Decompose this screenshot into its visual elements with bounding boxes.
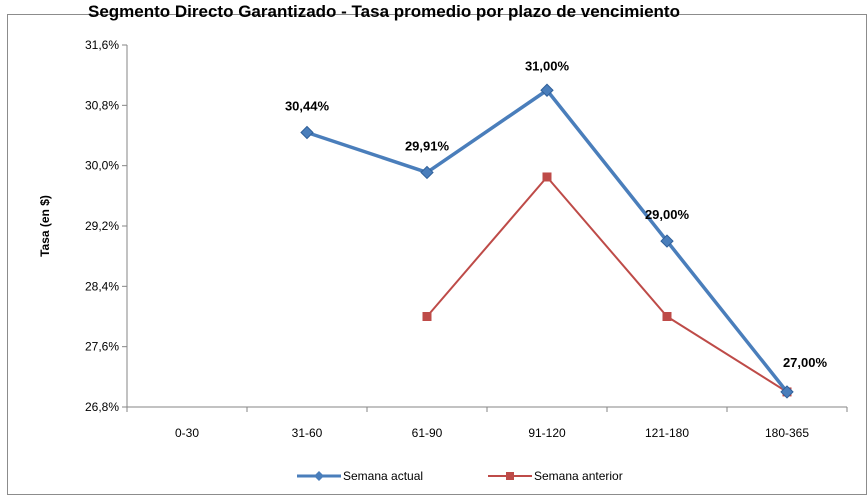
data-point-square bbox=[662, 312, 672, 321]
x-tick-label: 0-30 bbox=[175, 426, 199, 440]
data-label: 31,00% bbox=[525, 58, 570, 73]
x-tick-label: 91-120 bbox=[528, 426, 566, 440]
series-line bbox=[426, 175, 788, 393]
y-tick-label: 30,8% bbox=[85, 98, 119, 112]
x-tick-label: 180-365 bbox=[765, 426, 809, 440]
y-tick-label: 28,4% bbox=[85, 279, 119, 293]
data-point-diamond bbox=[780, 385, 794, 399]
data-point-diamond bbox=[660, 234, 674, 248]
chart-frame: Segmento Directo Garantizado - Tasa prom… bbox=[7, 2, 867, 495]
y-tick-label: 31,6% bbox=[85, 38, 119, 52]
data-labels: 30,44% 29,91% 31,00% 29,00% 27,00% bbox=[285, 58, 828, 370]
data-label: 29,91% bbox=[405, 138, 450, 153]
legend: Semana actual Semana anterior bbox=[297, 469, 623, 483]
x-tick-label: 121-180 bbox=[645, 426, 689, 440]
y-tick-label: 27,6% bbox=[85, 340, 119, 354]
data-point-diamond bbox=[300, 125, 314, 140]
data-label: 29,00% bbox=[645, 207, 690, 222]
data-label: 27,00% bbox=[783, 355, 828, 370]
axes: 26,8% 27,6% 28,4% 29,2% 30,0% 30,8% 31,6% 0-30 3… bbox=[38, 38, 848, 440]
y-axis-label: Tasa (en $) bbox=[38, 195, 52, 257]
legend-label: Semana actual bbox=[343, 469, 423, 483]
chart-title: Segmento Directo Garantizado - Tasa prom… bbox=[88, 2, 680, 21]
data-point-square bbox=[542, 172, 552, 182]
x-tick-label: 61-90 bbox=[412, 426, 443, 440]
y-tick-label: 26,8% bbox=[85, 400, 119, 414]
y-tick-label: 30,0% bbox=[85, 159, 119, 173]
legend-marker-diamond bbox=[314, 471, 324, 481]
data-point-diamond bbox=[420, 165, 434, 180]
legend-marker-square bbox=[506, 472, 514, 480]
y-tick-label: 29,2% bbox=[85, 219, 119, 233]
data-label: 30,44% bbox=[285, 98, 330, 113]
legend-label: Semana anterior bbox=[534, 469, 623, 483]
series-layer bbox=[300, 83, 794, 399]
data-point-square bbox=[422, 312, 432, 321]
data-point-diamond bbox=[540, 83, 554, 97]
x-tick-label: 31-60 bbox=[292, 426, 323, 440]
